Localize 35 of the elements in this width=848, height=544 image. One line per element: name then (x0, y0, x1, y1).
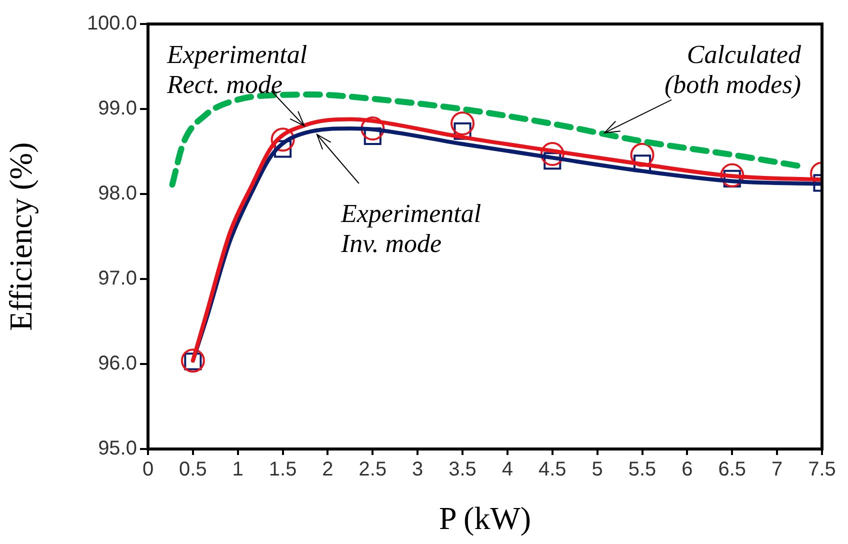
x-tick-label: 0.5 (179, 458, 207, 481)
annotation: Experimental Inv. mode (340, 198, 482, 258)
y-axis-title: Efficiency (%) (2, 142, 39, 331)
annotation: Calculated (both modes) (664, 40, 802, 99)
x-axis-title: P (kW) (438, 500, 532, 536)
x-tick-label: 3.5 (448, 458, 476, 481)
x-tick-label: 1.5 (268, 458, 297, 481)
x-tick-label: 5 (592, 458, 603, 481)
x-tick-label: 2.5 (358, 458, 387, 481)
x-tick-label: 3 (412, 458, 424, 481)
x-tick-label: 2 (322, 458, 334, 481)
x-tick-label: 4.5 (538, 458, 566, 481)
y-tick-label: 98.0 (98, 182, 137, 205)
y-tick-label: 99.0 (98, 98, 137, 120)
point (270, 128, 295, 152)
y-tick-label: 100.0 (86, 12, 137, 35)
x-tick-label: 4 (502, 458, 514, 481)
x-tick-label: 0 (142, 458, 154, 481)
point (450, 111, 475, 136)
point (720, 163, 744, 188)
x-tick-label: 5.5 (628, 458, 656, 481)
point (540, 142, 564, 166)
y-tick-label: 95.0 (98, 438, 137, 460)
point (180, 348, 205, 373)
x-tick-label: 6 (682, 458, 693, 481)
x-tick-label: 1 (232, 458, 244, 481)
point (274, 140, 292, 158)
y-tick-label: 96.0 (98, 352, 137, 375)
x-tick-label: 7.5 (808, 458, 836, 481)
point (360, 116, 385, 141)
point (630, 142, 654, 167)
x-tick-label: 6.5 (718, 458, 746, 481)
x-tick-label: 7 (772, 458, 783, 481)
y-tick-label: 97.0 (98, 268, 137, 290)
annotation: Experimental Rect. mode (166, 40, 308, 99)
